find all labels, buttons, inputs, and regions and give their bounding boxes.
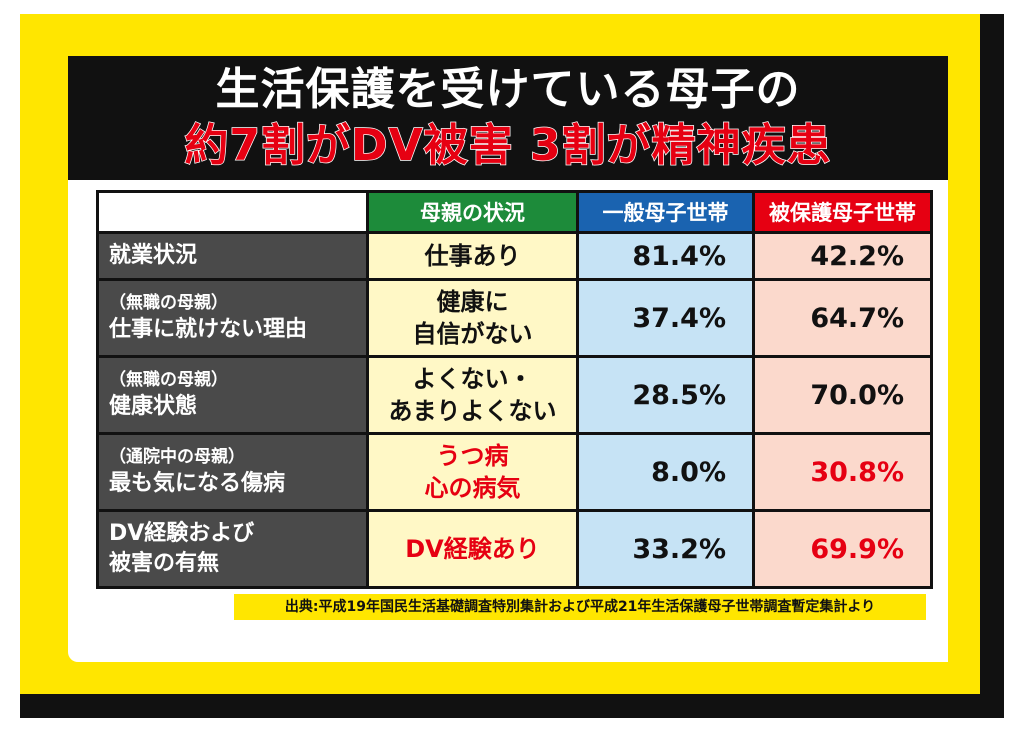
title-bar: 生活保護を受けている母子の 約7割がDV被害 3割が精神疾患 [68, 56, 948, 180]
table-row: （通院中の母親） 最も気になる傷病 うつ病 心の病気 8.0% 30.8% [96, 432, 933, 512]
row-label-main: 最も気になる傷病 [109, 471, 286, 496]
status-line-1: 健康に [436, 288, 509, 316]
status-cell: DV経験あり [366, 509, 579, 589]
row-label: （通院中の母親） 最も気になる傷病 [96, 432, 369, 512]
status-text: 仕事あり [424, 242, 521, 270]
row-label-main: 仕事に就けない理由 [109, 317, 308, 342]
table-row: （無職の母親） 仕事に就けない理由 健康に 自信がない 37.4% 64.7% [96, 278, 933, 358]
status-cell: 仕事あり [366, 231, 579, 281]
general-value: 37.4% [576, 278, 755, 358]
status-cell: うつ病 心の病気 [366, 432, 579, 512]
comparison-table: 母親の状況 一般母子世帯 被保護母子世帯 就業状況 仕事あり 81.4% 42.… [96, 190, 933, 589]
welfare-value: 64.7% [752, 278, 933, 358]
row-label: （無職の母親） 健康状態 [96, 355, 369, 435]
header-blank [96, 190, 369, 234]
general-value: 8.0% [576, 432, 755, 512]
row-label: （無職の母親） 仕事に就けない理由 [96, 278, 369, 358]
status-line-2: あまりよくない [388, 397, 557, 425]
general-value: 28.5% [576, 355, 755, 435]
status-text: DV経験あり [405, 535, 540, 563]
header-mother-status: 母親の状況 [366, 190, 579, 234]
general-value: 81.4% [576, 231, 755, 281]
row-label-sub: （無職の母親） [109, 370, 228, 390]
row-label-sub: （通院中の母親） [109, 447, 245, 467]
header-welfare-households: 被保護母子世帯 [752, 190, 933, 234]
table-header-row: 母親の状況 一般母子世帯 被保護母子世帯 [96, 190, 933, 234]
welfare-value: 42.2% [752, 231, 933, 281]
welfare-value: 70.0% [752, 355, 933, 435]
table-row: （無職の母親） 健康状態 よくない・ あまりよくない 28.5% 70.0% [96, 355, 933, 435]
table-row: DV経験および 被害の有無 DV経験あり 33.2% 69.9% [96, 509, 933, 589]
table-row: 就業状況 仕事あり 81.4% 42.2% [96, 231, 933, 281]
status-line-2: 自信がない [412, 320, 533, 348]
status-line-1: うつ病 [436, 442, 509, 470]
title-line-2: 約7割がDV被害 3割が精神疾患 [184, 119, 832, 172]
row-label: 就業状況 [96, 231, 369, 281]
welfare-value: 30.8% [752, 432, 933, 512]
status-line-1: よくない・ [412, 365, 533, 393]
status-cell: 健康に 自信がない [366, 278, 579, 358]
source-note: 出典:平成19年国民生活基礎調査特別集計および平成21年生活保護母子世帯調査暫定… [234, 594, 926, 620]
row-label-main: 被害の有無 [109, 551, 220, 576]
welfare-value: 69.9% [752, 509, 933, 589]
status-cell: よくない・ あまりよくない [366, 355, 579, 435]
row-label-line-1: DV経験および [109, 521, 255, 546]
row-label: DV経験および 被害の有無 [96, 509, 369, 589]
row-label-sub: （無職の母親） [109, 293, 228, 313]
title-line-1: 生活保護を受けている母子の [215, 64, 801, 115]
row-label-main: 就業状況 [109, 243, 198, 268]
general-value: 33.2% [576, 509, 755, 589]
row-label-main: 健康状態 [109, 394, 198, 419]
header-general-households: 一般母子世帯 [576, 190, 755, 234]
status-line-2: 心の病気 [424, 474, 521, 502]
